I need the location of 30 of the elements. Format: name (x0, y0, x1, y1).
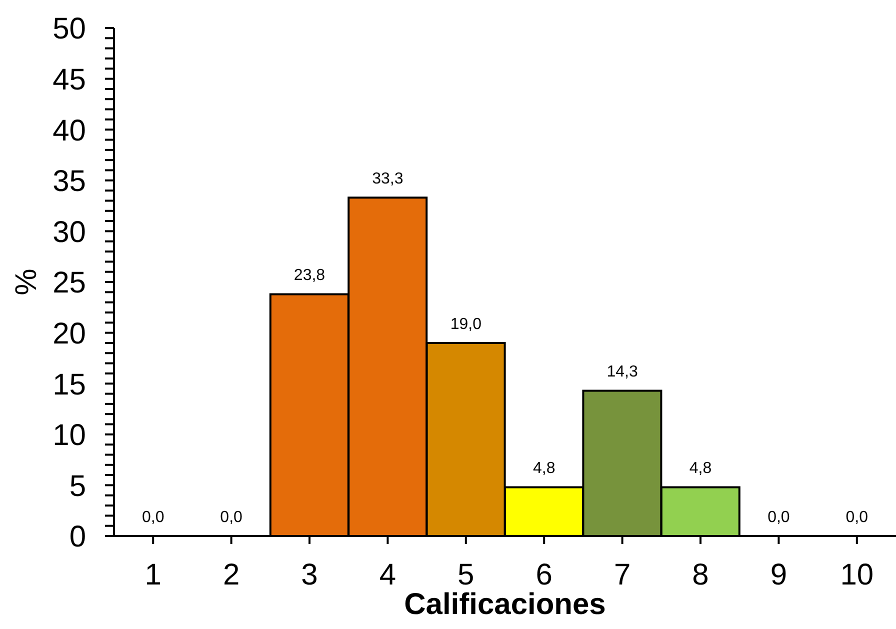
data-label: 4,8 (689, 460, 712, 478)
x-tick-label: 8 (692, 558, 709, 592)
x-tick-label: 3 (301, 558, 318, 592)
x-tick-label: 7 (614, 558, 631, 592)
x-tick-label: 1 (144, 558, 162, 592)
y-tick-label: 10 (52, 419, 86, 452)
y-tick-label: 20 (52, 317, 86, 350)
y-tick-label: 50 (52, 12, 86, 46)
data-label: 0,0 (768, 509, 790, 526)
data-label: 0,0 (220, 509, 243, 526)
data-label: 0,0 (142, 509, 164, 526)
y-tick-label: 40 (52, 114, 86, 148)
y-tick-label: 35 (52, 165, 86, 198)
x-tick-label: 9 (770, 558, 788, 592)
y-tick-label: 25 (52, 266, 86, 300)
data-label: 33,3 (372, 170, 404, 188)
y-axis-title: % (10, 268, 43, 296)
data-label: 23,8 (294, 267, 326, 284)
y-tick-label: 30 (52, 216, 86, 249)
x-tick-label: 2 (222, 558, 240, 592)
y-tick-label: 0 (69, 520, 86, 554)
data-label: 4,8 (532, 460, 556, 478)
x-tick-label: 10 (840, 558, 874, 592)
y-tick-label: 45 (52, 63, 86, 96)
data-label: 19,0 (450, 316, 482, 333)
data-label: 14,3 (606, 364, 638, 381)
data-label: 0,0 (846, 509, 868, 526)
y-tick-label: 15 (52, 368, 86, 402)
x-tick-label: 4 (379, 558, 396, 592)
y-tick-label: 5 (69, 470, 86, 503)
